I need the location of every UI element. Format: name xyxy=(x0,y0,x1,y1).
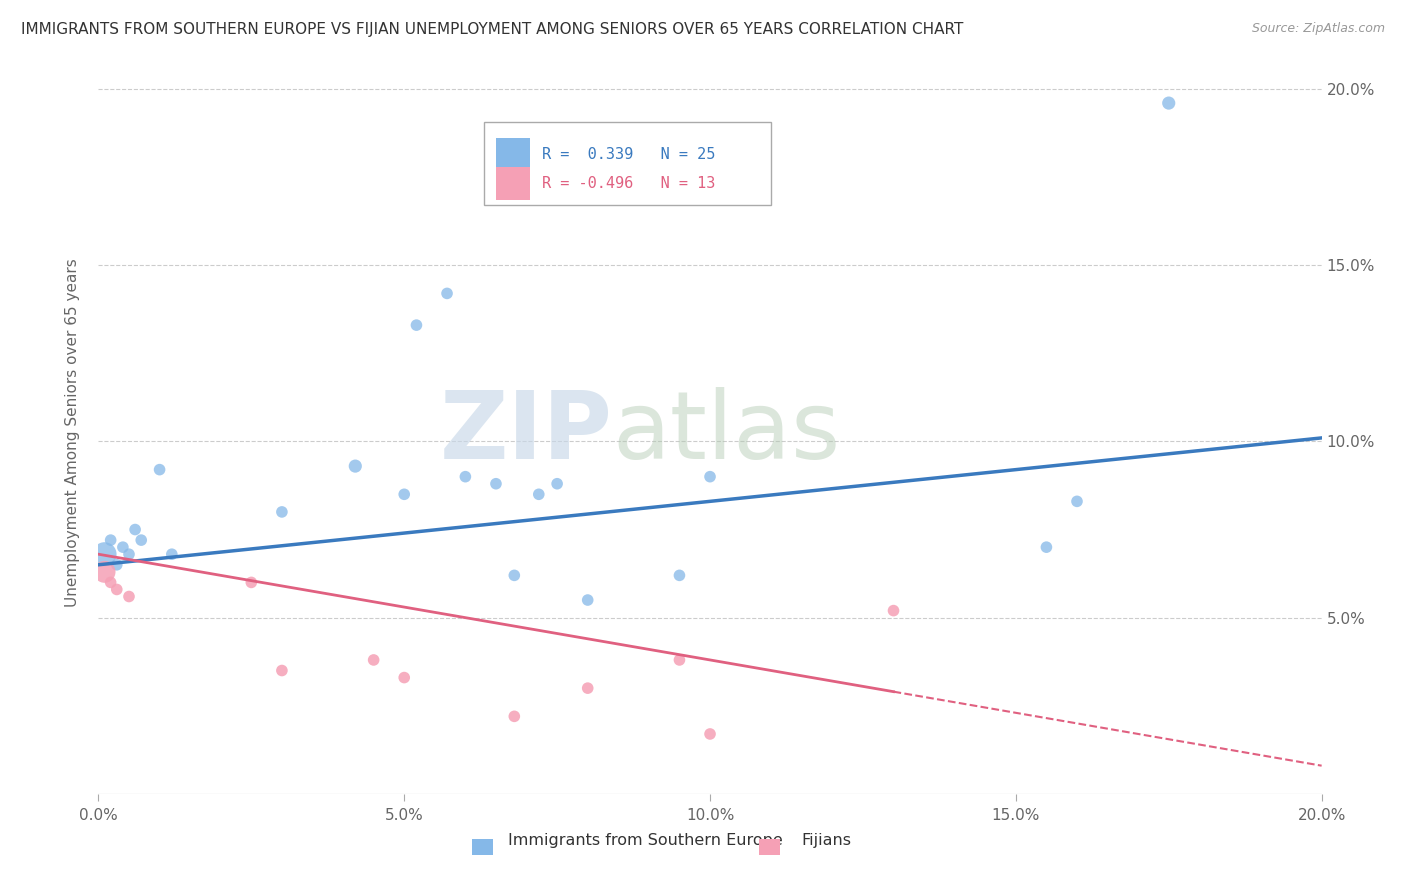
Text: Source: ZipAtlas.com: Source: ZipAtlas.com xyxy=(1251,22,1385,36)
Text: R =  0.339   N = 25: R = 0.339 N = 25 xyxy=(543,147,716,162)
Point xyxy=(576,593,599,607)
Point xyxy=(527,487,550,501)
Point xyxy=(124,523,146,537)
Point xyxy=(1157,96,1180,111)
Point xyxy=(405,318,427,332)
Point xyxy=(100,575,122,590)
Bar xyxy=(759,839,780,855)
Text: Immigrants from Southern Europe: Immigrants from Southern Europe xyxy=(508,833,783,848)
Point xyxy=(100,533,122,548)
Bar xyxy=(496,138,530,170)
Bar xyxy=(471,839,494,855)
Point xyxy=(454,469,477,483)
Point xyxy=(1035,540,1057,554)
Point xyxy=(129,533,152,548)
Point xyxy=(503,709,526,723)
Point xyxy=(111,540,134,554)
Point xyxy=(160,547,183,561)
Point xyxy=(149,462,172,476)
Text: Fijians: Fijians xyxy=(801,833,852,848)
Point xyxy=(503,568,526,582)
Point xyxy=(270,505,292,519)
Point xyxy=(392,487,416,501)
Text: IMMIGRANTS FROM SOUTHERN EUROPE VS FIJIAN UNEMPLOYMENT AMONG SENIORS OVER 65 YEA: IMMIGRANTS FROM SOUTHERN EUROPE VS FIJIA… xyxy=(21,22,963,37)
Point xyxy=(576,681,599,695)
Point xyxy=(436,286,458,301)
Point xyxy=(270,664,292,678)
Point xyxy=(118,590,141,604)
Point xyxy=(546,476,568,491)
Point xyxy=(699,469,721,483)
Point xyxy=(344,459,367,474)
Point xyxy=(699,727,721,741)
Point xyxy=(93,547,115,561)
Point xyxy=(485,476,508,491)
Point xyxy=(1066,494,1088,508)
Text: R = -0.496   N = 13: R = -0.496 N = 13 xyxy=(543,176,716,191)
Point xyxy=(118,547,141,561)
Point xyxy=(105,558,128,572)
Point xyxy=(668,568,690,582)
Point xyxy=(240,575,263,590)
Point xyxy=(93,565,115,579)
FancyBboxPatch shape xyxy=(484,122,772,205)
Point xyxy=(363,653,385,667)
Text: atlas: atlas xyxy=(612,386,841,479)
Point xyxy=(668,653,690,667)
Point xyxy=(883,604,905,618)
Point xyxy=(392,671,416,685)
Point xyxy=(105,582,128,597)
Bar xyxy=(496,167,530,200)
Text: ZIP: ZIP xyxy=(439,386,612,479)
Y-axis label: Unemployment Among Seniors over 65 years: Unemployment Among Seniors over 65 years xyxy=(65,259,80,607)
